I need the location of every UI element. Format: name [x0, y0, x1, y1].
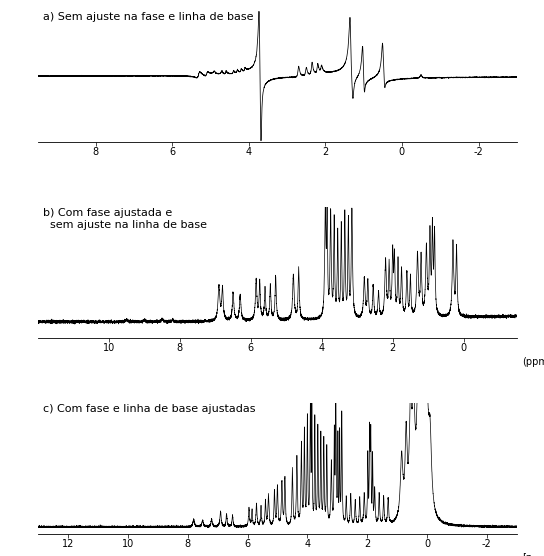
Text: a) Sem ajuste na fase e linha de base: a) Sem ajuste na fase e linha de base — [43, 12, 254, 22]
Text: [p: [p — [522, 553, 533, 556]
Text: (ppm): (ppm) — [522, 357, 544, 367]
Text: c) Com fase e linha de base ajustadas: c) Com fase e linha de base ajustadas — [43, 404, 255, 414]
Text: b) Com fase ajustada e
  sem ajuste na linha de base: b) Com fase ajustada e sem ajuste na lin… — [43, 208, 207, 230]
